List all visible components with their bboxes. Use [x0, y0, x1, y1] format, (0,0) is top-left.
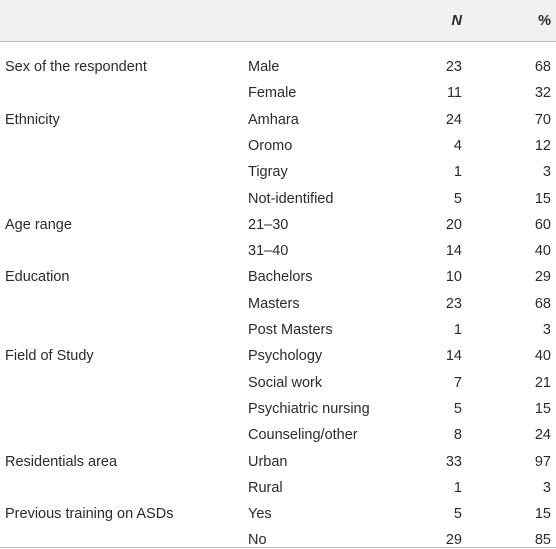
item-label: No	[248, 532, 267, 549]
percent: 24	[534, 427, 551, 444]
item-label: Bachelors	[248, 269, 313, 286]
percent: 15	[534, 190, 551, 207]
count: 5	[453, 190, 462, 207]
count: 11	[446, 85, 462, 102]
count: 23	[445, 295, 462, 312]
item-label: Counseling/other	[248, 427, 358, 444]
percent: 21	[534, 374, 551, 391]
group-label: Residentials area	[5, 453, 118, 470]
count: 24	[445, 111, 462, 128]
count: 10	[445, 269, 462, 286]
count: 33	[445, 453, 462, 470]
item-label: Oromo	[248, 137, 293, 154]
bottom-rule	[0, 547, 556, 548]
percent: 15	[534, 400, 551, 417]
count: 8	[453, 427, 462, 444]
item-label: Yes	[248, 506, 272, 523]
percent: 29	[534, 269, 551, 286]
item-label: 21–30	[248, 216, 289, 233]
percent: 60	[534, 216, 551, 233]
percent: 32	[534, 85, 551, 102]
count: 20	[445, 216, 462, 233]
percent: 15	[534, 506, 551, 523]
percent: 85	[534, 532, 551, 549]
group-label: Field of Study	[5, 348, 94, 365]
percent: 3	[542, 322, 551, 338]
count: 7	[453, 374, 462, 391]
item-label: Masters	[248, 295, 300, 312]
item-label: Psychiatric nursing	[248, 400, 370, 417]
count: 23	[445, 59, 462, 75]
percent: 40	[534, 348, 551, 365]
header-n: N	[451, 13, 462, 29]
item-label: Rural	[248, 479, 283, 496]
count: 1	[453, 164, 462, 181]
group-label: Sex of the respondent	[5, 59, 147, 75]
count: 5	[453, 400, 462, 417]
group-label: Ethnicity	[5, 111, 60, 128]
count: 5	[453, 506, 462, 523]
percent: 68	[534, 59, 551, 75]
count: 4	[453, 137, 462, 154]
percent: 40	[534, 243, 551, 260]
item-label: Amhara	[248, 111, 299, 128]
item-label: Social work	[248, 374, 323, 391]
group-label: Age range	[5, 216, 72, 233]
percent: 68	[534, 295, 551, 312]
percent: 97	[534, 453, 551, 470]
count: 14	[445, 348, 462, 365]
item-label: Urban	[248, 453, 288, 470]
group-label: Education	[5, 269, 70, 286]
item-label: Tigray	[248, 164, 288, 181]
count: 29	[445, 532, 462, 549]
item-label: Not-identified	[248, 190, 334, 207]
percent: 12	[534, 137, 551, 154]
group-label: Previous training on ASDs	[5, 506, 174, 523]
item-label: Male	[248, 59, 280, 75]
item-label: Post Masters	[248, 322, 333, 338]
count: 1	[453, 479, 462, 496]
count: 14	[445, 243, 462, 260]
percent: 3	[542, 164, 551, 181]
item-label: Female	[248, 85, 297, 102]
count: 1	[453, 322, 462, 338]
header-pct: %	[538, 13, 551, 29]
percent: 3	[542, 479, 551, 496]
item-label: Psychology	[248, 348, 323, 365]
percent: 70	[534, 111, 551, 128]
header-row: N %	[0, 0, 556, 42]
item-label: 31–40	[248, 243, 289, 260]
